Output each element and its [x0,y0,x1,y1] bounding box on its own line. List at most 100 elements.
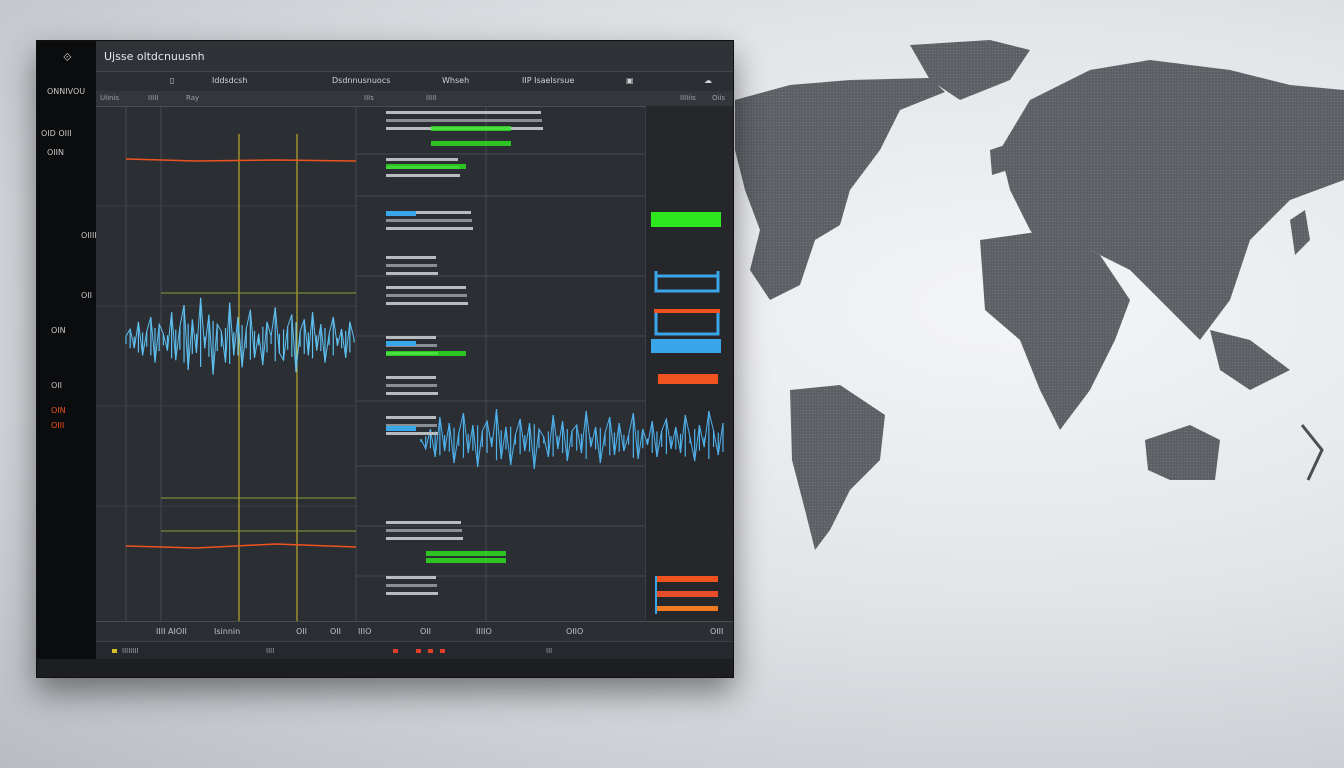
calendar-icon[interactable]: ▯ [170,76,175,85]
uk [990,145,1008,175]
column-label: Uiinis [100,94,120,102]
text-line [386,119,452,122]
bottom-bar: IIII AIOII Isinnin OII OII IIIO OII IIII… [96,621,733,642]
highlight-green [431,126,511,131]
waveform-bar-line [420,408,724,470]
highlight-green [386,351,466,356]
text-line [386,174,460,177]
screen-icon[interactable]: ▣ [626,76,634,85]
sidebar-item[interactable]: OII [81,291,93,300]
column-label: IIIs [364,94,374,102]
status-indicator-red [393,649,398,653]
status-bar: IIIIIIII IIII III [96,641,733,660]
africa [980,230,1130,430]
text-line [386,211,471,214]
level-line-orange [125,158,357,162]
sidebar-item[interactable]: OID OIII [41,129,72,138]
north-america [735,78,945,300]
bottom-label: OIIO [566,627,584,636]
text-line [386,302,468,305]
text-line [386,294,467,297]
sidebar-item[interactable]: OIN [51,406,66,415]
bar-green [651,212,721,227]
bracket-blue [654,271,720,293]
sidebar-item[interactable]: OIIN [47,148,64,157]
sidebar: ⟐ OID OIII ONNIVOU OIIN OIIII OII OIN OI… [37,41,97,677]
toolbar-item[interactable]: IIP Isaelsrsue [522,76,575,85]
text-line [491,119,542,122]
south-america [790,385,885,550]
logo-icon: ⟐ [63,51,72,64]
sidebar-item[interactable]: OIIII [81,231,97,240]
australia [1145,425,1220,480]
sidebar-item[interactable]: OIII [51,421,65,430]
highlight-green [431,141,511,146]
text-line [386,584,437,587]
cloud-icon[interactable]: ☁ [704,76,712,85]
bottom-label: IIIO [358,627,372,636]
text-line [386,529,462,532]
side-panel [646,106,733,621]
text-line [431,111,501,114]
column-label: Ray [186,94,200,102]
sidebar-item[interactable]: ONNIVOU [47,87,86,96]
column-header: Uiinis IIIII Ray IIIs IIIII IIIIiis Oiis [96,91,733,107]
status-indicator-red [440,649,445,653]
bar-blue [651,339,721,353]
window-title: Ujsse oltdcnuusnh [104,50,205,63]
toolbar: ▯ Iddsdcsh Dsdnnusnuocs Whseh IIP Isaels… [96,71,733,92]
text-line [386,416,436,419]
bar-orange [656,576,718,582]
text-line [386,256,436,259]
text-line [386,286,466,289]
text-line [386,227,473,230]
window-footer [37,659,733,677]
text-line [491,127,543,130]
bar-red [656,591,718,597]
text-line [386,219,472,222]
text-line [431,119,502,122]
status-indicator-red [416,649,421,653]
highlight-green [386,164,466,169]
toolbar-item[interactable]: Whseh [442,76,470,85]
text-line [386,392,438,395]
text-line [386,521,461,524]
text-line [386,376,436,379]
bottom-label: OIII [710,627,724,636]
bar-orange [656,606,718,611]
text-line [386,424,437,427]
bottom-label: IIII AIOII [156,627,187,636]
sidebar-item[interactable]: OII [51,381,63,390]
status-indicator-yellow [112,649,117,653]
column-label: IIIIiis [680,94,696,102]
title-bar: Ujsse oltdcnuusnh [96,41,733,72]
column-label: IIIII [148,94,159,102]
sidebar-item[interactable]: OIN [51,326,66,335]
japan [1290,210,1310,255]
bottom-label: OII [420,627,432,636]
text-line [386,127,453,130]
text-line [491,111,541,114]
text-line [386,432,438,435]
highlight-blue [386,426,416,431]
text-line [386,537,463,540]
text-line [386,592,438,595]
dashboard-window: ⟐ OID OIII ONNIVOU OIIN OIIII OII OIN OI… [36,40,734,678]
text-line [386,576,436,579]
chart-area [96,106,733,621]
status-indicator-red [428,649,433,653]
bar-orange [654,309,720,313]
status-text: III [546,647,553,655]
highlight-green [426,551,506,556]
text-line [386,336,436,339]
level-line-orange [125,543,357,549]
bottom-label: Isinnin [214,627,241,636]
toolbar-item[interactable]: Dsdnnusnuocs [332,76,391,85]
column-label: Oiis [712,94,726,102]
greenland [910,40,1030,100]
status-text: IIII [266,647,275,655]
bottom-label: OII [330,627,342,636]
status-text: IIIIIIII [122,647,139,655]
text-line [386,384,437,387]
toolbar-item[interactable]: Iddsdcsh [212,76,248,85]
